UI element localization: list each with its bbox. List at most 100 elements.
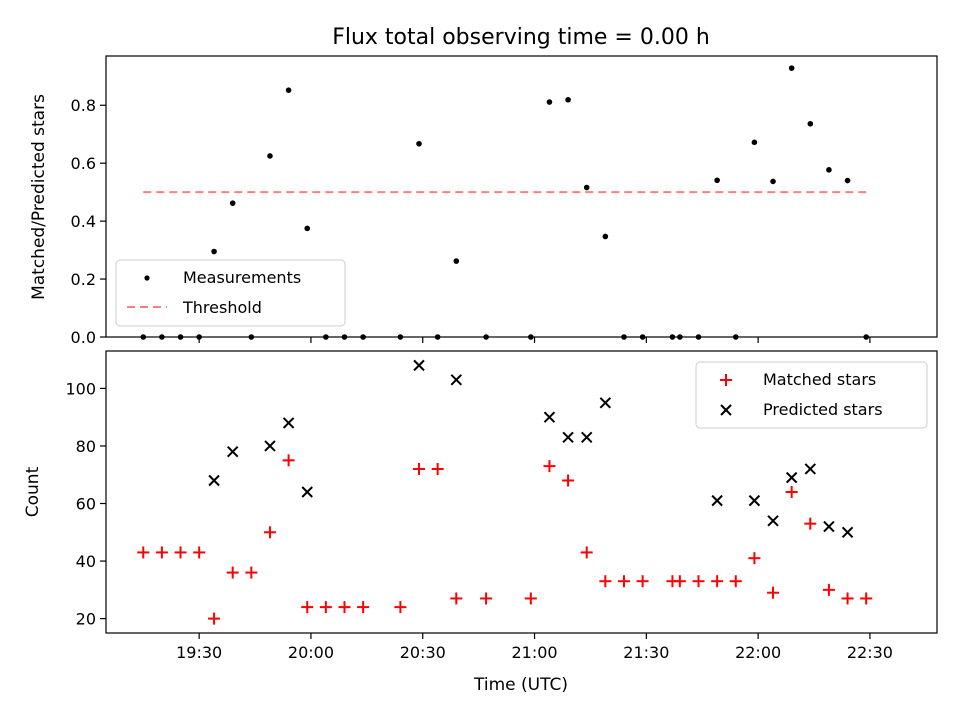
matched-star-point bbox=[245, 566, 258, 579]
legend-threshold-label: Threshold bbox=[182, 298, 262, 317]
matched-star-point bbox=[767, 586, 780, 599]
predicted-marker-stroke-b bbox=[282, 417, 295, 429]
predicted-marker-stroke-b bbox=[804, 463, 817, 475]
matched-star-point bbox=[155, 546, 168, 559]
y-tick-label: 100 bbox=[65, 379, 96, 398]
measurement-point bbox=[826, 167, 832, 173]
predicted-marker-stroke-b bbox=[450, 374, 462, 386]
measurement-point bbox=[211, 248, 217, 255]
matched-star-point bbox=[580, 546, 593, 559]
predicted-marker-stroke-b bbox=[208, 474, 220, 487]
predicted-star-point bbox=[841, 526, 854, 538]
predicted-marker-stroke-b bbox=[226, 446, 239, 458]
measurement-point bbox=[844, 177, 851, 184]
predicted-marker-stroke-b bbox=[413, 359, 425, 372]
legend-matched-marker bbox=[720, 374, 732, 386]
predicted-marker-stroke-b bbox=[767, 515, 779, 527]
matched-star-point bbox=[431, 462, 444, 475]
predicted-marker-stroke-b bbox=[562, 431, 574, 444]
matched-star-point bbox=[617, 575, 630, 588]
ratio-legend: Measurements Threshold bbox=[115, 259, 346, 327]
predicted-star-point bbox=[711, 494, 723, 507]
matched-star-point bbox=[263, 526, 276, 539]
matched-star-point bbox=[860, 592, 873, 605]
predicted-star-point bbox=[785, 471, 798, 484]
predicted-star-point bbox=[282, 417, 295, 429]
y-tick-label: 20 bbox=[76, 610, 96, 629]
predicted-star-point bbox=[804, 463, 817, 475]
measurement-point bbox=[304, 225, 311, 232]
measurement-point bbox=[453, 258, 460, 264]
matched-star-point bbox=[636, 575, 649, 588]
predicted-star-point bbox=[581, 431, 593, 444]
predicted-marker-stroke-b bbox=[841, 526, 854, 538]
x-tick-label: 19:30 bbox=[176, 643, 222, 662]
matched-star-point bbox=[524, 592, 537, 605]
predicted-star-point bbox=[562, 431, 574, 444]
measurement-point bbox=[285, 87, 292, 93]
measurement-point bbox=[583, 184, 590, 191]
predicted-star-point bbox=[264, 440, 276, 452]
legend-predicted-marker bbox=[720, 404, 732, 416]
matched-star-point bbox=[822, 583, 835, 596]
chart-title: Flux total observing time = 0.00 h bbox=[332, 25, 710, 50]
predicted-marker-stroke-b bbox=[711, 494, 723, 507]
legend-measurements-marker bbox=[144, 275, 150, 281]
predicted-marker-stroke-b bbox=[823, 520, 835, 533]
predicted-marker-stroke-b bbox=[581, 431, 593, 444]
predicted-marker-stroke-b bbox=[301, 486, 313, 498]
matched-star-point bbox=[804, 517, 817, 530]
measurement-point bbox=[267, 153, 273, 159]
measurement-point bbox=[714, 177, 720, 184]
predicted-marker-stroke-b bbox=[264, 440, 276, 452]
matched-star-point bbox=[137, 546, 150, 559]
predicted-star-point bbox=[599, 397, 612, 409]
predicted-star-point bbox=[543, 411, 556, 423]
matched-star-point bbox=[729, 575, 742, 588]
matched-star-point bbox=[357, 601, 370, 614]
y-tick-label: 0.4 bbox=[71, 212, 96, 231]
matched-star-point bbox=[282, 454, 295, 467]
matched-star-point bbox=[480, 592, 493, 605]
predicted-star-point bbox=[301, 486, 313, 498]
legend-matched-label: Matched stars bbox=[763, 370, 876, 389]
y-tick-label: 40 bbox=[76, 552, 96, 571]
matched-star-point bbox=[174, 546, 187, 559]
matched-star-point bbox=[711, 575, 724, 588]
count-legend: Matched stars Predicted stars bbox=[695, 361, 928, 429]
x-tick-label: 21:00 bbox=[511, 643, 557, 662]
y-tick-label: 0.0 bbox=[71, 328, 96, 347]
axes-frame bbox=[105, 350, 938, 634]
matched-star-point bbox=[413, 462, 426, 475]
y-tick-label: 80 bbox=[76, 437, 96, 456]
predicted-marker-stroke-b bbox=[599, 397, 612, 409]
matched-star-point bbox=[301, 601, 314, 614]
measurement-point bbox=[751, 139, 758, 146]
predicted-star-point bbox=[208, 474, 220, 487]
legend-predicted-label: Predicted stars bbox=[763, 400, 883, 419]
predicted-marker-stroke-b bbox=[748, 494, 761, 507]
x-tick-label: 21:30 bbox=[623, 643, 669, 662]
matched-star-point bbox=[692, 575, 705, 588]
predicted-marker-stroke-b bbox=[543, 411, 556, 423]
measurement-point bbox=[807, 120, 814, 127]
matched-star-point bbox=[226, 566, 239, 579]
measurement-point bbox=[565, 96, 571, 103]
matched-star-point bbox=[748, 552, 761, 565]
matched-star-point bbox=[785, 486, 798, 498]
measurement-point bbox=[546, 99, 553, 105]
matched-star-point bbox=[543, 460, 556, 473]
matched-star-point bbox=[562, 474, 575, 487]
measurement-point bbox=[416, 140, 422, 147]
predicted-star-point bbox=[413, 359, 425, 372]
predicted-star-point bbox=[748, 494, 761, 507]
x-tick-label: 22:30 bbox=[847, 643, 893, 662]
matched-star-point bbox=[673, 575, 686, 588]
x-tick-label: 20:00 bbox=[288, 643, 334, 662]
matched-star-point bbox=[319, 601, 332, 614]
ratio-plot-area: 0.0 0.2 0.4 0.6 0.8 bbox=[71, 55, 938, 347]
predicted-star-point bbox=[823, 520, 835, 533]
measurement-point bbox=[788, 65, 795, 71]
